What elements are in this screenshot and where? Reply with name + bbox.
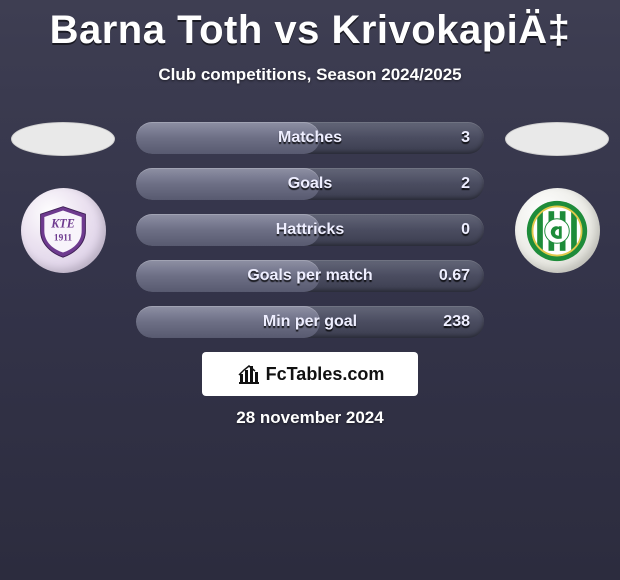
- stat-label: Goals per match: [247, 267, 372, 285]
- kte-shield-icon: KTE 1911: [35, 203, 91, 259]
- stat-row: Hattricks 0: [136, 214, 484, 246]
- stats-list: Matches 3 Goals 2 Hattricks 0 Goals per match 0…: [136, 122, 484, 338]
- kte-abbr: KTE: [50, 216, 75, 230]
- right-player-column: [502, 122, 612, 273]
- stat-row: Goals per match 0.67: [136, 260, 484, 292]
- stat-row: Min per goal 238: [136, 306, 484, 338]
- left-player-column: KTE 1911: [8, 122, 118, 273]
- subtitle: Club competitions, Season 2024/2025: [0, 65, 620, 85]
- stat-value-right: 238: [443, 306, 470, 338]
- stat-value-right: 2: [461, 168, 470, 200]
- brand-name: FcTables.com: [266, 364, 385, 385]
- player-photo-right: [505, 122, 609, 156]
- gyor-eto-icon: [524, 198, 590, 264]
- player-photo-left: [11, 122, 115, 156]
- stat-label: Goals: [288, 175, 332, 193]
- stat-row: Matches 3: [136, 122, 484, 154]
- bar-chart-icon: [236, 362, 260, 386]
- brand-box[interactable]: FcTables.com: [202, 352, 418, 396]
- stat-row: Goals 2: [136, 168, 484, 200]
- stat-value-right: 0: [461, 214, 470, 246]
- club-badge-left: KTE 1911: [21, 188, 106, 273]
- club-badge-right: [515, 188, 600, 273]
- stat-value-right: 0.67: [439, 260, 470, 292]
- stat-value-right: 3: [461, 122, 470, 154]
- page-title: Barna Toth vs KrivokapiÄ‡: [0, 0, 620, 53]
- stat-label: Min per goal: [263, 313, 357, 331]
- stat-label: Matches: [278, 129, 342, 147]
- kte-year: 1911: [54, 233, 72, 243]
- stat-label: Hattricks: [276, 221, 344, 239]
- date-label: 28 november 2024: [0, 408, 620, 428]
